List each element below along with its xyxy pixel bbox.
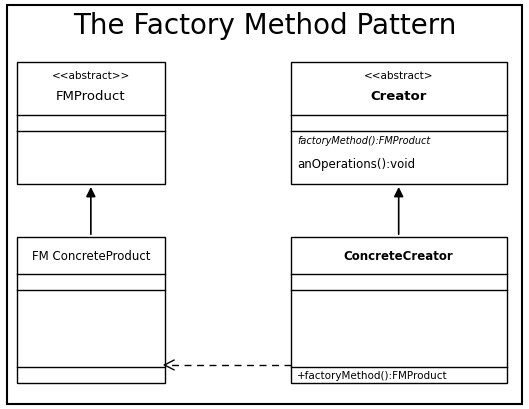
- Text: ConcreteCreator: ConcreteCreator: [344, 250, 453, 263]
- Text: anOperations():void: anOperations():void: [297, 158, 415, 171]
- Text: The Factory Method Pattern: The Factory Method Pattern: [73, 11, 456, 40]
- FancyBboxPatch shape: [17, 237, 165, 383]
- Text: factoryMethod():FMProduct: factoryMethod():FMProduct: [297, 136, 431, 146]
- Text: FM ConcreteProduct: FM ConcreteProduct: [32, 250, 150, 263]
- Text: <<abstract>: <<abstract>: [364, 71, 433, 81]
- FancyBboxPatch shape: [17, 62, 165, 184]
- FancyBboxPatch shape: [291, 237, 507, 383]
- Text: <<abstract>>: <<abstract>>: [52, 71, 130, 81]
- Text: FMProduct: FMProduct: [56, 90, 126, 103]
- FancyBboxPatch shape: [291, 62, 507, 184]
- Text: Creator: Creator: [370, 90, 427, 103]
- Text: +factoryMethod():FMProduct: +factoryMethod():FMProduct: [297, 371, 448, 381]
